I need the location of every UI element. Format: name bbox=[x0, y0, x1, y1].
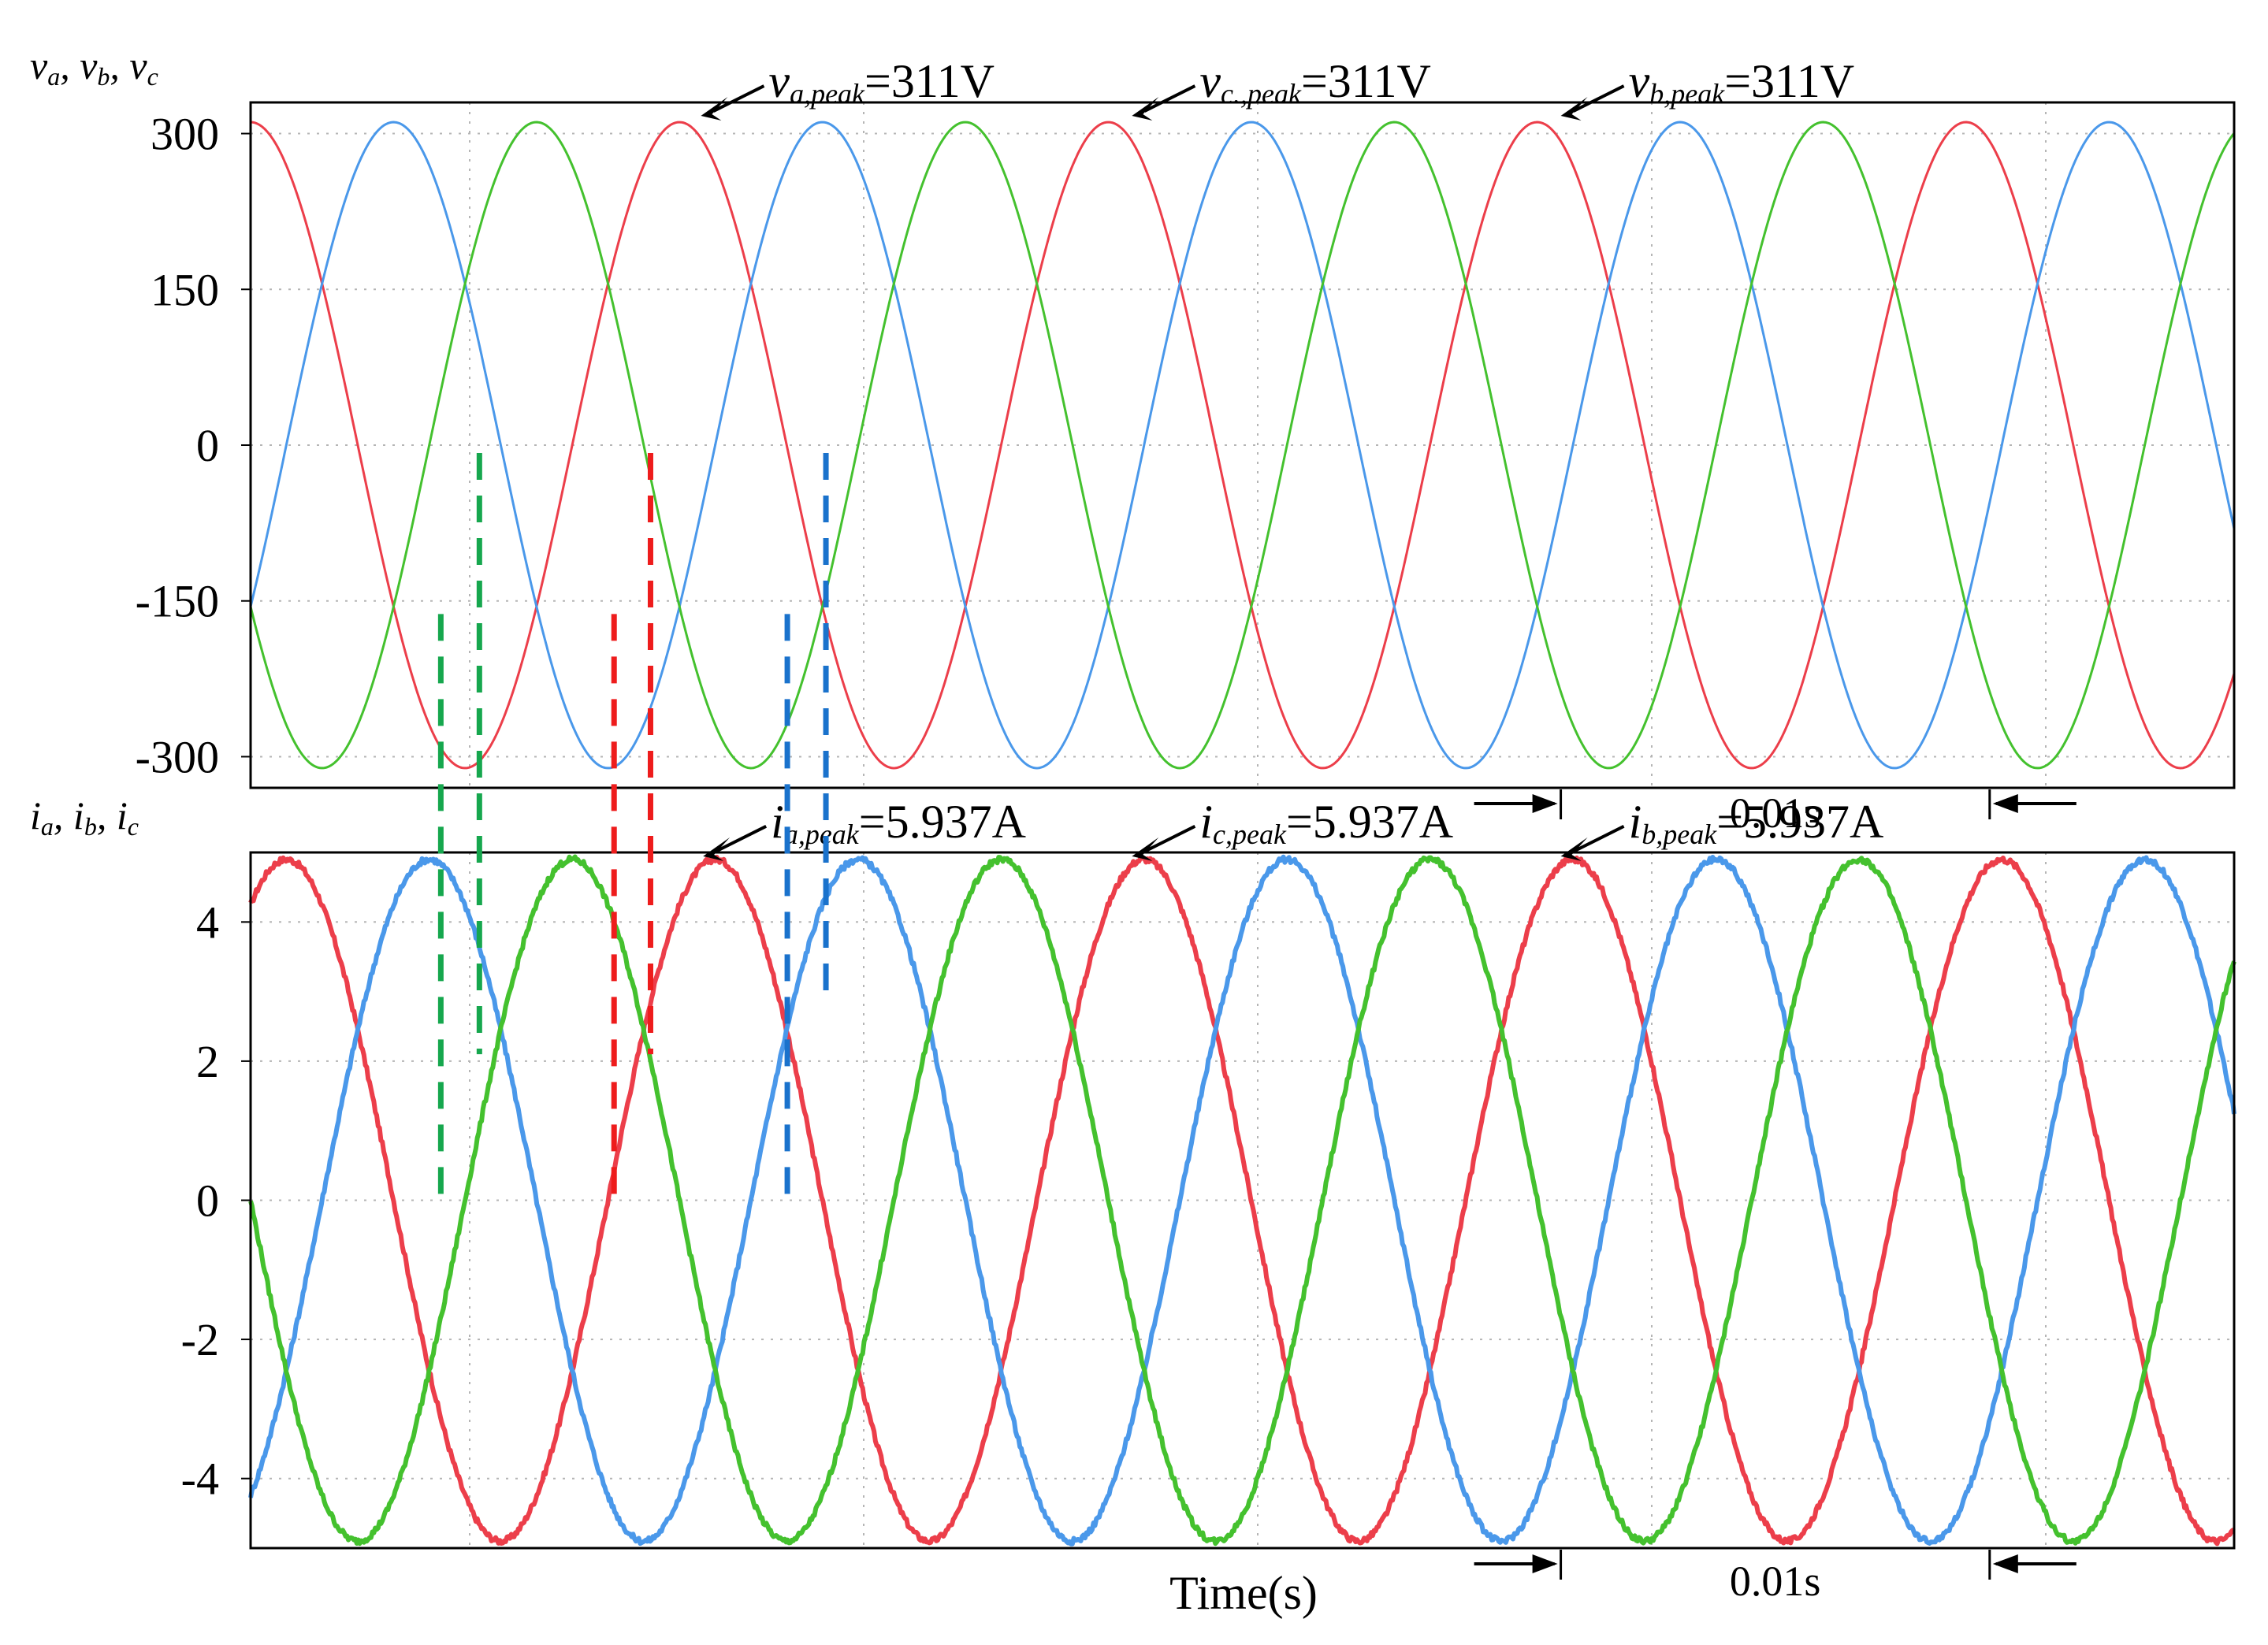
annotation-arrow-line bbox=[712, 84, 765, 113]
phase-c-waveform bbox=[249, 121, 2236, 770]
peak-annotation-label: ib,peak=5.937A bbox=[1629, 796, 1884, 850]
peak-annotation-label: va,peak=311V bbox=[768, 55, 995, 110]
current-curves bbox=[248, 854, 2236, 1547]
peak-annotation-label: vb,peak=311V bbox=[1629, 55, 1855, 110]
current-peak-annotations: ia,peak=5.937A ic,peak=5.937A ib,peak=5.93… bbox=[703, 796, 1883, 861]
scale-bar-arrowhead bbox=[1532, 794, 1558, 813]
phase-c-waveform bbox=[248, 854, 2236, 1547]
y-tick-label: 0 bbox=[196, 1175, 219, 1227]
scale-bar-arrowhead bbox=[1992, 794, 2018, 813]
y-tick-label: 0 bbox=[196, 420, 219, 471]
annotation-arrow-head bbox=[1132, 837, 1159, 861]
y-tick-label: 4 bbox=[196, 897, 219, 948]
phase-b-waveform bbox=[248, 854, 2236, 1547]
voltage-plot-frame bbox=[249, 101, 2236, 789]
peak-annotation-label: vc.,peak=311V bbox=[1199, 55, 1431, 110]
annotation-arrow-line bbox=[1572, 84, 1625, 113]
annotation-arrow-line bbox=[1572, 825, 1625, 853]
peak-annotation-label: ic,peak=5.937A bbox=[1199, 796, 1453, 850]
voltage-peak-annotations: va,peak=311V vc.,peak=311V vb,peak=311V bbox=[701, 55, 1854, 121]
y-tick-label: 2 bbox=[196, 1036, 219, 1087]
scale-bar-label: 0.01s bbox=[1730, 1558, 1821, 1605]
y-tick-label: -2 bbox=[181, 1314, 219, 1365]
voltage-grid bbox=[251, 102, 2234, 788]
annotation-arrow-head bbox=[703, 837, 731, 861]
annotation-arrow-line bbox=[715, 825, 768, 853]
annotation-arrow-head bbox=[701, 97, 728, 121]
voltage-y-axis-label: va, vb, vc bbox=[30, 43, 158, 91]
voltage-time-scale-bar: 0.01s bbox=[1474, 789, 2077, 837]
y-tick-label: 300 bbox=[151, 109, 219, 160]
annotation-arrow-line bbox=[1143, 825, 1196, 853]
phase-a-waveform bbox=[248, 854, 2236, 1547]
current-plot-frame bbox=[249, 851, 2236, 1550]
y-tick-label: -150 bbox=[136, 576, 219, 627]
scale-bar-arrowhead bbox=[1532, 1554, 1558, 1573]
peak-annotation-label: ia,peak=5.937A bbox=[771, 796, 1026, 850]
voltage-y-ticks: 300 150 0 -150 -300 bbox=[136, 109, 251, 782]
scale-bar-arrowhead bbox=[1992, 1554, 2018, 1573]
annotation-arrow-head bbox=[1560, 837, 1588, 861]
annotation-arrow-head bbox=[1560, 97, 1588, 121]
annotation-arrow-head bbox=[1132, 97, 1159, 121]
scale-bar-label: 0.01s bbox=[1730, 789, 1821, 837]
current-panel: 4 2 0 -2 -4 ia, ib, ic ia,peak=5.937A ic,peak… bbox=[30, 793, 2236, 1605]
current-y-axis-label: ia, ib, ic bbox=[30, 793, 139, 841]
y-tick-label: -300 bbox=[136, 731, 219, 782]
y-tick-label: 150 bbox=[151, 264, 219, 315]
current-time-scale-bar: 0.01s bbox=[1474, 1550, 2077, 1605]
x-axis-label: Time(s) bbox=[1169, 1567, 1318, 1619]
phase-b-waveform bbox=[249, 121, 2236, 770]
y-tick-label: -4 bbox=[181, 1454, 219, 1505]
phase-a-waveform bbox=[250, 121, 2236, 770]
voltage-curves bbox=[249, 121, 2236, 770]
current-y-ticks: 4 2 0 -2 -4 bbox=[181, 897, 251, 1505]
current-grid bbox=[251, 852, 2234, 1548]
phase-shift-markers bbox=[437, 453, 829, 1201]
annotation-arrow-line bbox=[1143, 84, 1196, 113]
